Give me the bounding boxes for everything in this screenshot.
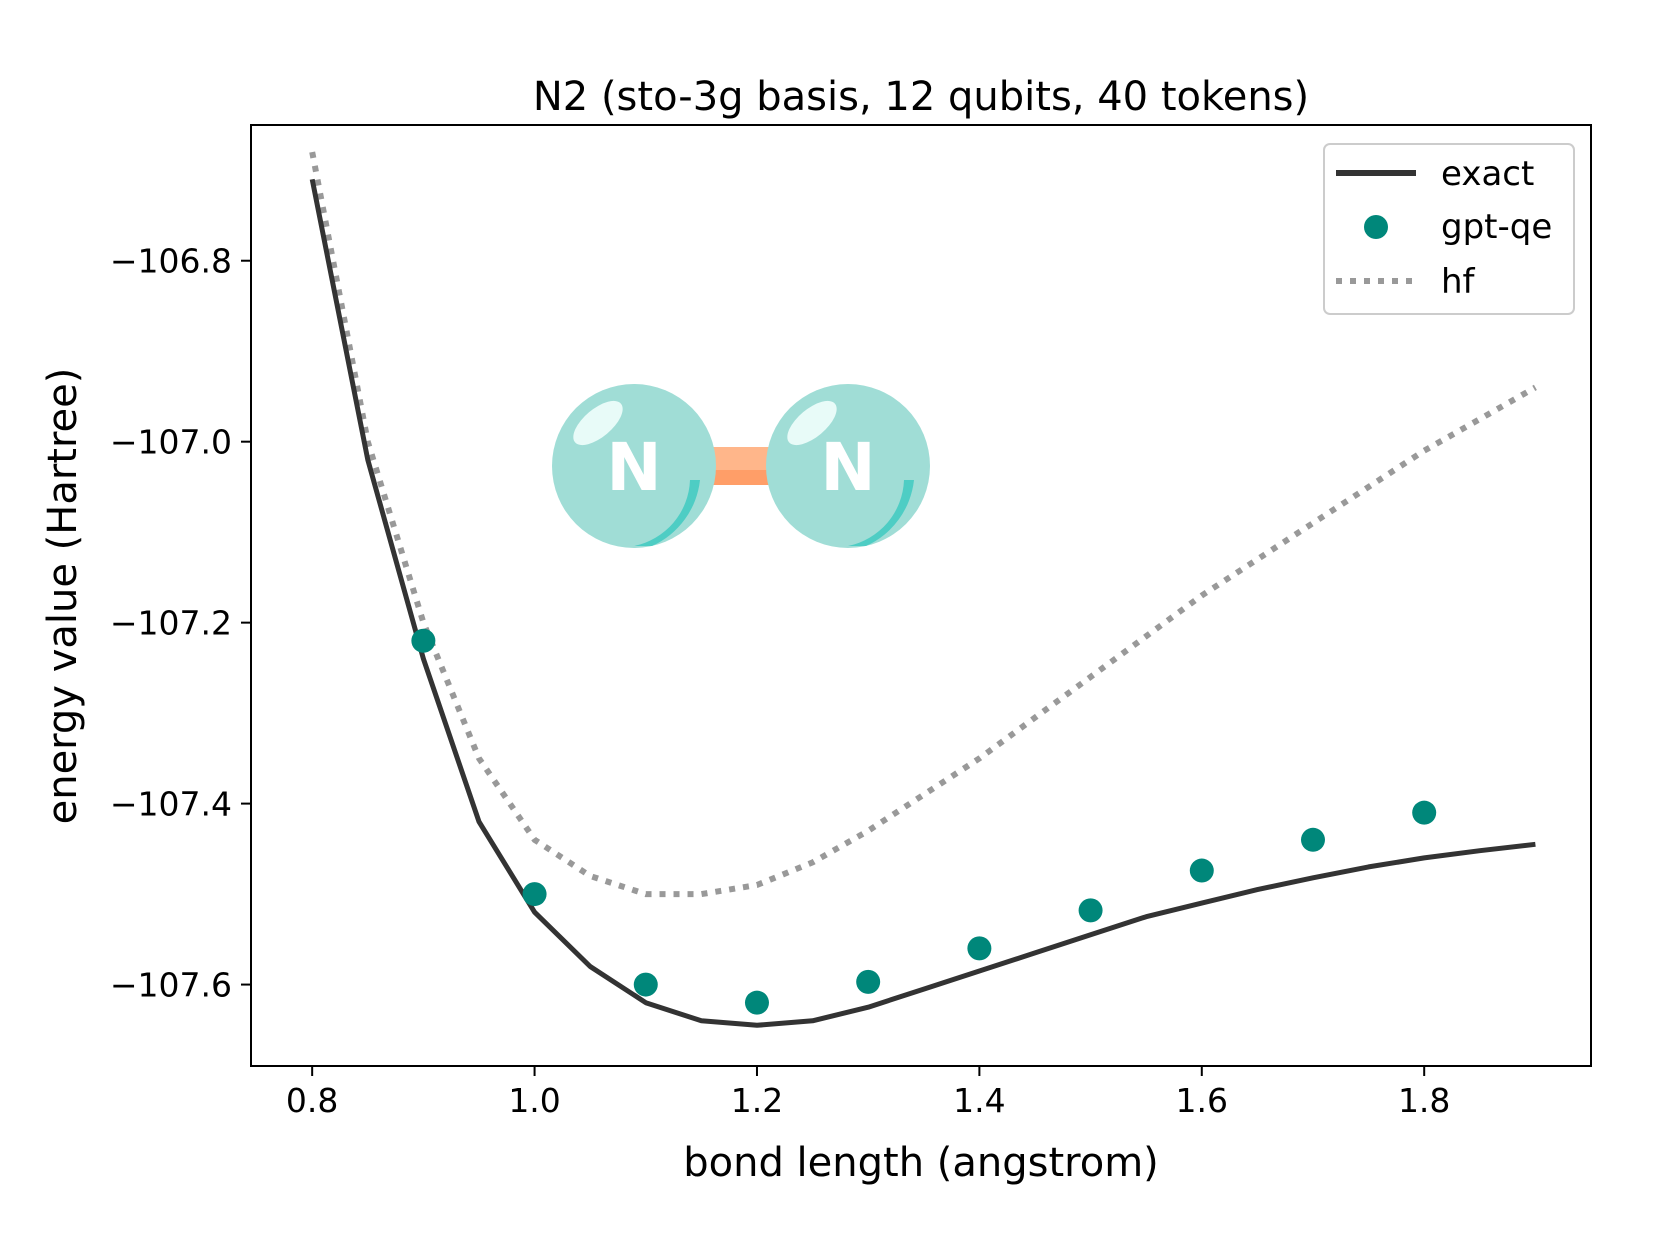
data-point-gpt-qe xyxy=(1300,827,1325,852)
y-tick-label: −107.4 xyxy=(110,785,232,824)
bond-shade xyxy=(700,470,780,485)
x-tick-label: 1.4 xyxy=(953,1081,1005,1120)
x-axis-label: bond length (angstrom) xyxy=(683,1140,1159,1186)
molecule-inset: N N xyxy=(552,384,930,548)
atom-left-label: N xyxy=(606,429,661,506)
data-point-gpt-qe xyxy=(1078,898,1103,923)
legend-box xyxy=(1323,143,1575,315)
series-layer xyxy=(309,151,1537,1028)
series-line-exact xyxy=(309,178,1536,1028)
data-point-gpt-qe xyxy=(633,972,658,997)
data-point-gpt-qe xyxy=(411,628,436,653)
legend-label-gpt-qe: gpt-qe xyxy=(1441,207,1552,247)
data-point-gpt-qe xyxy=(1189,858,1214,883)
y-tick-label: −106.8 xyxy=(110,242,232,281)
atom-left-highlight xyxy=(573,400,623,446)
chart-title: N2 (sto-3g basis, 12 qubits, 40 tokens) xyxy=(533,74,1309,120)
x-tick-label: 0.8 xyxy=(286,1081,338,1120)
x-tick-label: 1.2 xyxy=(731,1081,783,1120)
plot-frame xyxy=(250,124,1592,1067)
y-tick-label: −107.0 xyxy=(110,423,232,462)
data-point-gpt-qe xyxy=(522,882,547,907)
data-point-gpt-qe xyxy=(1412,800,1437,825)
atom-right-label: N xyxy=(820,429,875,506)
atom-right-shadow xyxy=(848,480,914,546)
legend: exact gpt-qe hf xyxy=(1323,143,1575,315)
legend-swatch-gpt-qe xyxy=(1364,215,1388,239)
legend-label-exact: exact xyxy=(1441,154,1534,194)
atom-left-shadow xyxy=(634,480,700,546)
x-axis-ticks: 0.8 1.0 1.2 1.4 1.6 1.8 xyxy=(286,1066,1450,1120)
legend-label-hf: hf xyxy=(1441,262,1476,302)
y-axis-label: energy value (Hartree) xyxy=(40,368,86,825)
data-point-gpt-qe xyxy=(856,969,881,994)
y-axis-ticks: −106.8 −107.0 −107.2 −107.4 −107.6 xyxy=(110,242,251,1005)
series-line-hf xyxy=(309,151,1537,898)
data-point-gpt-qe xyxy=(967,936,992,961)
atom-right-highlight xyxy=(787,400,837,446)
x-tick-label: 1.0 xyxy=(508,1081,560,1120)
data-point-gpt-qe xyxy=(744,990,769,1015)
y-tick-label: −107.2 xyxy=(110,604,232,643)
x-tick-label: 1.6 xyxy=(1176,1081,1228,1120)
y-tick-label: −107.6 xyxy=(110,966,232,1005)
x-tick-label: 1.8 xyxy=(1398,1081,1450,1120)
